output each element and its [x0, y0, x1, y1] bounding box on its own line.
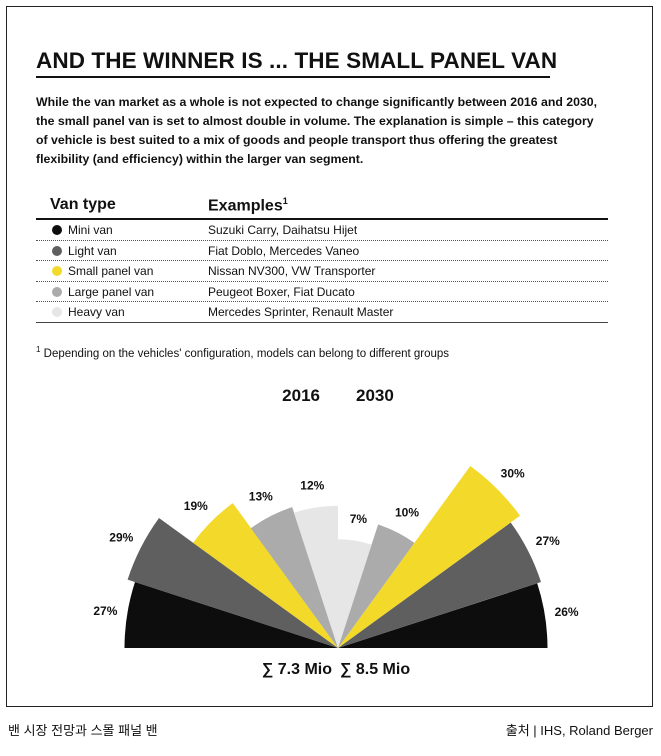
- wedge-2016-mini-van: [124, 582, 338, 648]
- van-type-cell: Heavy van: [68, 305, 125, 319]
- data-label-2030-5: 7%: [350, 512, 368, 526]
- data-label-2030-2: 27%: [536, 534, 560, 548]
- data-label-2030-3: 30%: [501, 466, 525, 480]
- column-header-examples: Examples1: [208, 196, 288, 215]
- legend-dot-light-van: [52, 245, 62, 256]
- table-row: Light van Fiat Doblo, Mercedes Vaneo: [36, 241, 608, 261]
- examples-cell: Nissan NV300, VW Transporter: [208, 264, 376, 278]
- van-type-cell: Small panel van: [68, 264, 154, 278]
- wedge-2030-large-panel-van: [338, 524, 415, 648]
- data-label-2030-1: 26%: [555, 605, 579, 619]
- examples-cell: Fiat Doblo, Mercedes Vaneo: [208, 243, 360, 258]
- table-row: Large panel van Peugeot Boxer, Fiat Duca…: [36, 282, 608, 302]
- table-row: Heavy van Mercedes Sprinter, Renault Mas…: [36, 302, 608, 323]
- column-header-van-type: Van type: [50, 196, 116, 213]
- data-label-2016-3: 19%: [184, 499, 208, 513]
- table-footnote: 1 Depending on the vehicles' configurati…: [36, 345, 449, 360]
- footnote-text: Depending on the vehicles' configuration…: [43, 347, 450, 360]
- van-type-cell: Light van: [68, 243, 117, 258]
- fan-series-2030: 26% 27% 30% 10% 7%: [338, 466, 579, 648]
- source-credit: 출처 | IHS, Roland Berger: [505, 723, 653, 738]
- wedge-2016-small-panel-van: [193, 503, 338, 648]
- series-total-label-2030: ∑ 8.5 Mio: [340, 661, 410, 678]
- data-label-2030-4: 10%: [395, 506, 419, 520]
- wedge-2030-small-panel-van: [338, 466, 520, 648]
- legend-dot-large-panel-van: [52, 286, 62, 297]
- data-label-2016-1: 27%: [93, 604, 117, 618]
- image-caption: 밴 시장 전망과 스몰 패널 밴: [8, 723, 158, 738]
- van-type-cell: Large panel van: [68, 284, 155, 299]
- wedge-2030-heavy-van: [338, 539, 372, 648]
- data-label-2016-5: 12%: [300, 479, 324, 493]
- data-label-2016-2: 29%: [109, 531, 133, 545]
- examples-cell: Mercedes Sprinter, Renault Master: [208, 305, 394, 319]
- table-header: Van type Examples1: [36, 193, 608, 220]
- legend-dot-heavy-van: [52, 307, 62, 317]
- legend-dot-mini-van: [52, 225, 62, 235]
- van-type-cell: Mini van: [68, 223, 113, 237]
- series-total-label-2016: ∑ 7.3 Mio: [262, 661, 332, 678]
- data-label-2016-4: 13%: [249, 489, 273, 503]
- page-title: AND THE WINNER IS ... THE SMALL PANEL VA…: [36, 48, 558, 73]
- footnote-marker: 1: [36, 345, 41, 354]
- wedge-2030-mini-van: [338, 583, 548, 648]
- van-type-table: Van type Examples1 Mini van Suzuki Carry…: [36, 193, 608, 323]
- legend-dot-small-panel-van: [52, 266, 62, 276]
- column-header-examples-label: Examples: [208, 197, 283, 215]
- footnote-marker: 1: [282, 196, 288, 206]
- series-year-label-2016: 2016: [282, 386, 320, 405]
- fan-series-2016: 27% 29% 19% 13% 12%: [93, 479, 338, 648]
- table-row: Small panel van Nissan NV300, VW Transpo…: [36, 261, 608, 282]
- series-year-label-2030: 2030: [356, 386, 394, 405]
- wedge-2016-large-panel-van: [250, 507, 338, 648]
- wedge-2016-light-van: [127, 518, 338, 648]
- examples-cell: Suzuki Carry, Daihatsu Hijet: [208, 223, 358, 237]
- examples-cell: Peugeot Boxer, Fiat Ducato: [208, 284, 355, 299]
- title-underline: [36, 76, 550, 78]
- wedge-2016-heavy-van: [294, 505, 338, 648]
- table-row: Mini van Suzuki Carry, Daihatsu Hijet: [36, 220, 608, 241]
- intro-paragraph: While the van market as a whole is not e…: [36, 95, 598, 166]
- wedge-2030-light-van: [338, 522, 541, 648]
